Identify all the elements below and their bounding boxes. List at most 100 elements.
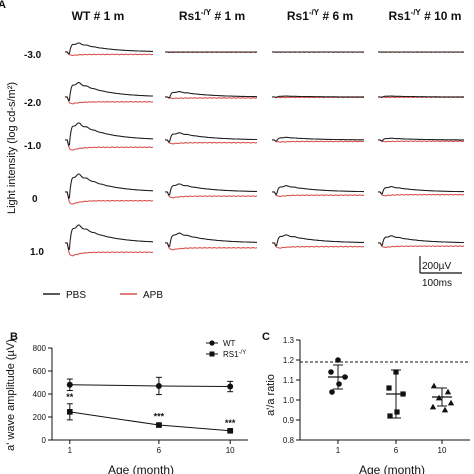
trace-apb-c0-r0 bbox=[64, 51, 154, 57]
trace-pbs-c3-r2 bbox=[378, 137, 464, 142]
panel-b-point-0 bbox=[155, 382, 162, 389]
row-label-4: 1.0 bbox=[30, 247, 44, 258]
trace-pbs-c2-r4 bbox=[272, 234, 365, 247]
panel-c-xlabel: Age (month) bbox=[359, 463, 425, 474]
panel-c-y-tick-label: 1.0 bbox=[283, 396, 295, 405]
scale-bar: 200µV 100ms bbox=[419, 256, 462, 289]
panel-b-x-tick-label: 1 bbox=[68, 446, 73, 455]
trace-apb-c2-r1 bbox=[271, 96, 365, 99]
panel-c-point-2 bbox=[441, 406, 449, 413]
legend-wt-label: WT bbox=[223, 339, 236, 348]
row-labels: -3.0 -2.0 -1.0 0 1.0 bbox=[24, 50, 44, 258]
panel-b-y-tick-label: 200 bbox=[33, 413, 47, 422]
panel-b: B a' wave amplitude (µV) 0 200 400 600 800 1 6… bbox=[5, 331, 248, 474]
legend-rs1-marker bbox=[209, 351, 215, 357]
panel-c-point-2 bbox=[429, 403, 437, 410]
scale-time-label: 100ms bbox=[422, 278, 452, 289]
legend-wt-marker bbox=[209, 340, 215, 346]
panel-b-ylabel: a' wave amplitude (µV) bbox=[5, 339, 17, 451]
panel-c-point-0 bbox=[336, 381, 342, 387]
trace-apb-c1-r2 bbox=[164, 139, 258, 145]
trace-apb-c0-r4 bbox=[64, 242, 154, 257]
panel-a: A WT # 1 m Rs1-/Y # 1 m Rs1-/Y # 6 m Rs1… bbox=[0, 0, 465, 301]
panel-c-point-0 bbox=[335, 357, 341, 363]
legend-pbs-label: PBS bbox=[66, 290, 86, 301]
panel-c-y-tick-label: 1.1 bbox=[283, 376, 295, 385]
trace-pbs-c1-r3 bbox=[165, 183, 258, 196]
trace-pbs-c1-r1 bbox=[165, 91, 257, 99]
panel-b-xlabel: Age (month) bbox=[108, 463, 174, 474]
row-label-3: 0 bbox=[32, 194, 38, 205]
trace-pbs-c0-r3 bbox=[65, 173, 153, 199]
panel-c-x-tick-label: 10 bbox=[438, 446, 447, 455]
trace-apb-c3-r3 bbox=[377, 191, 465, 197]
panel-b-letter: B bbox=[10, 331, 18, 343]
panel-b-y-tick-label: 800 bbox=[33, 344, 47, 353]
erg-traces bbox=[64, 42, 465, 257]
panel-b-point-0 bbox=[66, 381, 73, 388]
trace-pbs-c0-r4 bbox=[65, 224, 153, 251]
trace-pbs-c3-r1 bbox=[378, 95, 464, 98]
trace-pbs-c0-r1 bbox=[65, 82, 153, 102]
panel-b-series-line-1 bbox=[69, 411, 231, 432]
trace-pbs-c0-r0 bbox=[65, 42, 153, 55]
legend-apb-label: APB bbox=[143, 290, 163, 301]
panel-b-x-tick-label: 6 bbox=[157, 446, 162, 455]
panel-a-ylabel: Light intensity (log cd-s/m²) bbox=[6, 82, 18, 214]
column-headers: WT # 1 m Rs1-/Y # 1 m Rs1-/Y # 6 m Rs1-/… bbox=[72, 8, 462, 23]
trace-pbs-c3-r3 bbox=[378, 186, 464, 195]
trace-apb-c1-r3 bbox=[164, 191, 258, 199]
panel-b-point-1 bbox=[67, 409, 73, 415]
column-header-rs1-1m: Rs1-/Y # 1 m bbox=[179, 8, 245, 23]
panel-c-point-0 bbox=[329, 389, 335, 395]
panel-b-y-tick-label: 400 bbox=[33, 390, 47, 399]
column-header-rs1-6m: Rs1-/Y # 6 m bbox=[287, 8, 353, 23]
panel-b-significance: *** bbox=[154, 412, 165, 422]
panel-c-x-tick-label: 1 bbox=[336, 446, 341, 455]
trace-apb-c1-r4 bbox=[164, 242, 258, 251]
panel-c-ylabel: a'/a ratio bbox=[265, 374, 277, 416]
panel-c-y-tick-label: 1.2 bbox=[283, 356, 295, 365]
panel-c-y-tick-label: 1.3 bbox=[283, 336, 295, 345]
panel-c-y-tick-label: 0.9 bbox=[283, 416, 295, 425]
panel-b-x-tick-label: 10 bbox=[226, 446, 235, 455]
panel-a-letter: A bbox=[0, 0, 6, 11]
panel-b-series-line-0 bbox=[69, 384, 231, 388]
panel-c-point-2 bbox=[447, 399, 455, 406]
trace-apb-c0-r2 bbox=[64, 139, 154, 151]
trace-pbs-c2-r2 bbox=[272, 136, 364, 142]
panel-c-point-1 bbox=[387, 413, 393, 419]
panel-b-point-1 bbox=[156, 422, 162, 428]
trace-apb-c2-r3 bbox=[271, 191, 365, 198]
trace-apb-c0-r1 bbox=[64, 96, 154, 105]
panel-c-point-1 bbox=[394, 409, 400, 415]
trace-pbs-c1-r2 bbox=[165, 132, 257, 143]
row-label-0: -3.0 bbox=[24, 50, 42, 61]
panel-c-letter: C bbox=[262, 331, 270, 343]
trace-pbs-c0-r2 bbox=[65, 122, 154, 146]
scale-voltage-label: 200µV bbox=[422, 261, 451, 272]
trace-pbs-c3-r4 bbox=[378, 235, 464, 246]
trace-apb-c2-r4 bbox=[271, 242, 365, 249]
trace-apb-c3-r2 bbox=[377, 139, 465, 143]
panel-b-point-0 bbox=[227, 383, 234, 390]
panel-b-y-tick-label: 0 bbox=[42, 436, 47, 445]
panel-c-x-tick-label: 6 bbox=[394, 446, 399, 455]
panel-c: C a'/a ratio 0.8 0.9 1.0 1.1 1.2 1.3 1 6 10 Age … bbox=[262, 331, 470, 474]
legend-rs1-label: RS1-/Y bbox=[223, 350, 246, 359]
trace-apb-c3-r4 bbox=[377, 242, 465, 249]
trace-apb-c1-r1 bbox=[164, 96, 258, 100]
panel-b-significance: ** bbox=[66, 392, 74, 402]
panel-c-point-0 bbox=[328, 369, 334, 375]
panel-c-point-2 bbox=[430, 382, 438, 389]
panel-a-legend: PBS APB bbox=[43, 290, 163, 301]
panel-b-significance: *** bbox=[225, 418, 236, 428]
trace-apb-c0-r3 bbox=[64, 191, 154, 205]
panel-c-point-2 bbox=[444, 388, 452, 395]
trace-pbs-c2-r3 bbox=[272, 185, 364, 195]
panel-b-legend: WT RS1-/Y bbox=[206, 339, 246, 359]
panel-c-plot: 0.8 0.9 1.0 1.1 1.2 1.3 1 6 10 bbox=[283, 336, 470, 455]
trace-pbs-c2-r1 bbox=[272, 95, 364, 98]
